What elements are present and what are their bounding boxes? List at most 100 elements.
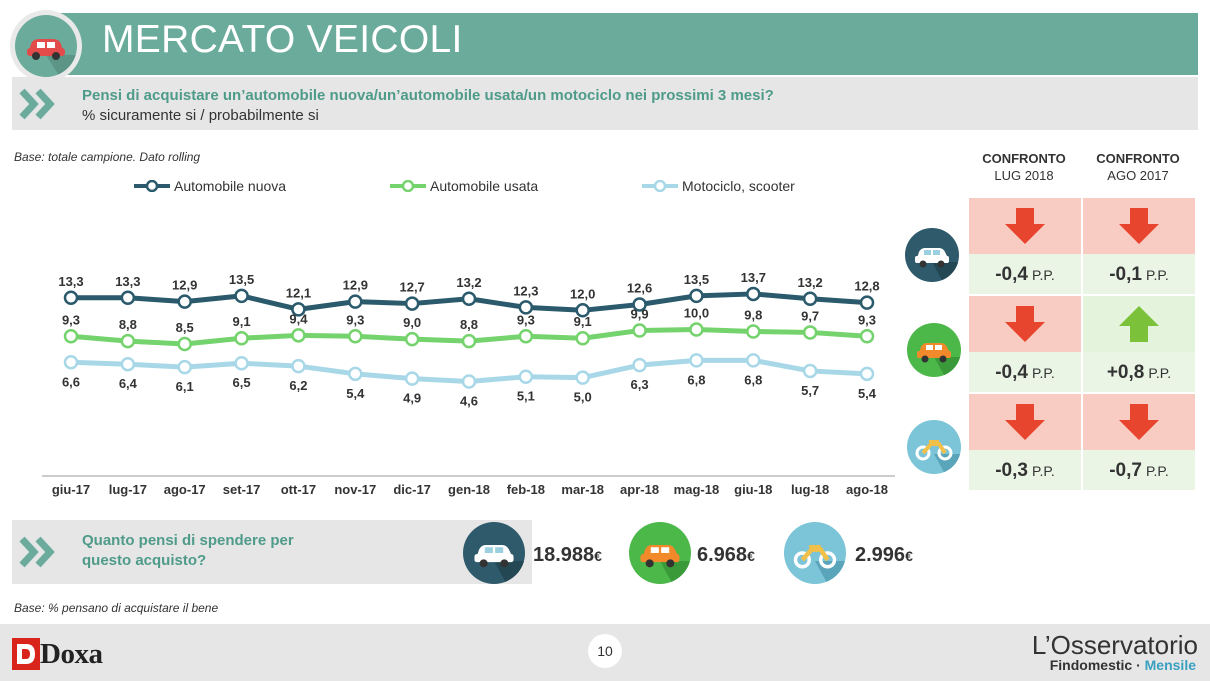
data-label-usata: 10,0 [684,306,709,321]
x-tick-label: mag-18 [674,482,720,497]
data-point-usata [461,333,477,349]
data-label-moto: 6,2 [289,378,307,393]
data-point-usata [234,330,249,346]
spend-car-white-badge [463,522,525,584]
data-point-moto [802,363,818,379]
header-band [40,13,1198,75]
comparison-arrow-cell [1083,198,1195,254]
comparison-header-ago: CONFRONTO AGO 2017 [1080,150,1196,184]
data-label-nuova: 12,0 [570,286,595,301]
data-point-nuova [632,297,647,312]
data-point-usata [63,329,79,344]
comparison-arrow-cell [1083,394,1195,450]
data-label-moto: 6,5 [233,375,251,390]
x-tick-label: ago-17 [164,482,206,497]
data-point-moto [291,358,306,374]
question-band [12,77,1198,130]
data-label-moto: 5,0 [574,390,592,405]
comparison-value-number: +0,8 [1106,362,1145,383]
data-label-usata: 9,3 [517,312,535,327]
comparison-cell: -0,7 P.P. [1083,394,1195,490]
data-label-nuova: 13,5 [684,272,709,287]
spend-value-nuova-num: 18.988 [533,544,595,566]
data-point-usata [177,336,192,352]
motorcycle-icon [793,544,846,584]
data-label-moto: 5,4 [346,386,365,401]
data-label-nuova: 12,8 [854,279,879,294]
comparison-arrow-cell [969,198,1081,254]
legend-item-moto: Motociclo, scooter [640,178,880,196]
comparison-arrow-cell [1083,296,1195,352]
comparison-value-number: -0,3 [995,460,1028,481]
data-point-nuova [404,296,420,311]
data-label-moto: 6,3 [631,377,649,392]
spend-value-usata: 6.968€ [697,544,755,567]
data-label-nuova: 13,3 [115,274,140,289]
data-point-moto [120,356,136,372]
data-point-usata [348,329,363,344]
data-point-nuova [348,294,363,309]
car-white-icon [915,248,959,282]
comparison-value-unit: P.P. [1031,267,1055,283]
legend-swatch-moto [642,180,678,192]
page-title: MERCATO VEICOLI [102,18,463,61]
data-point-usata [120,333,136,349]
data-point-usata [404,331,420,347]
data-point-nuova [234,288,249,304]
data-label-moto: 6,1 [176,379,194,394]
data-label-nuova: 12,3 [513,283,538,298]
data-label-usata: 9,1 [233,314,251,329]
motorcycle-icon [915,440,961,474]
x-tick-label: ott-17 [281,482,316,497]
comparison-header-ago-title: CONFRONTO [1096,151,1180,166]
x-tick-label: dic-17 [393,482,431,497]
data-label-nuova: 12,9 [343,278,368,293]
data-point-usata [746,324,761,339]
car-white-badge [905,228,959,282]
data-point-usata [802,325,818,340]
car-orange-icon [917,343,961,377]
legend-label-nuova: Automobile nuova [174,178,287,194]
x-tick-label: giu-18 [734,482,772,497]
data-point-nuova [859,295,875,310]
data-point-moto [63,355,79,370]
arrow-down-icon [1005,208,1045,244]
comparison-cell: -0,3 P.P. [969,394,1081,490]
comparison-value-number: -0,4 [995,362,1028,383]
data-point-moto [518,369,534,384]
legend-label-moto: Motociclo, scooter [682,178,795,194]
x-tick-label: mar-18 [561,482,604,497]
comparison-value: -0,7 P.P. [1083,450,1195,490]
comparison-cell: -0,4 P.P. [969,296,1081,392]
data-point-moto [575,370,590,385]
x-tick-label: nov-17 [334,482,376,497]
comparison-value-unit: P.P. [1145,267,1169,283]
spending-question: Quanto pensi di spendere per questo acqu… [82,532,294,569]
data-point-nuova [518,300,534,315]
data-label-moto: 5,7 [801,383,819,398]
data-label-usata: 9,0 [403,315,421,330]
x-tick-label: set-17 [223,482,261,497]
data-point-moto [746,353,761,368]
comparison-value-number: -0,7 [1109,460,1142,481]
motorcycle-badge [907,420,961,474]
data-label-nuova: 12,6 [627,281,652,296]
comparison-value: +0,8 P.P. [1083,352,1195,392]
data-label-usata: 9,3 [858,312,876,327]
x-tick-label: apr-18 [620,482,659,497]
spend-value-usata-currency: € [747,548,755,564]
observatory-subtitle: Findomestic · Mensile [1050,657,1196,673]
x-tick-label: gen-18 [448,482,490,497]
comparison-value: -0,1 P.P. [1083,254,1195,294]
data-point-moto [689,353,704,368]
data-point-nuova [63,290,79,306]
legend-swatch-usata [390,180,426,192]
data-label-moto: 6,8 [744,372,762,387]
car-orange-badge [907,323,961,377]
base-note-intent: Base: % pensano di acquistare il bene [14,601,219,615]
car-orange-icon [640,544,691,584]
data-label-usata: 8,5 [176,320,194,335]
observatory-title: L’Osservatorio [1031,630,1198,660]
data-point-nuova [291,302,306,317]
data-point-moto [859,366,875,382]
